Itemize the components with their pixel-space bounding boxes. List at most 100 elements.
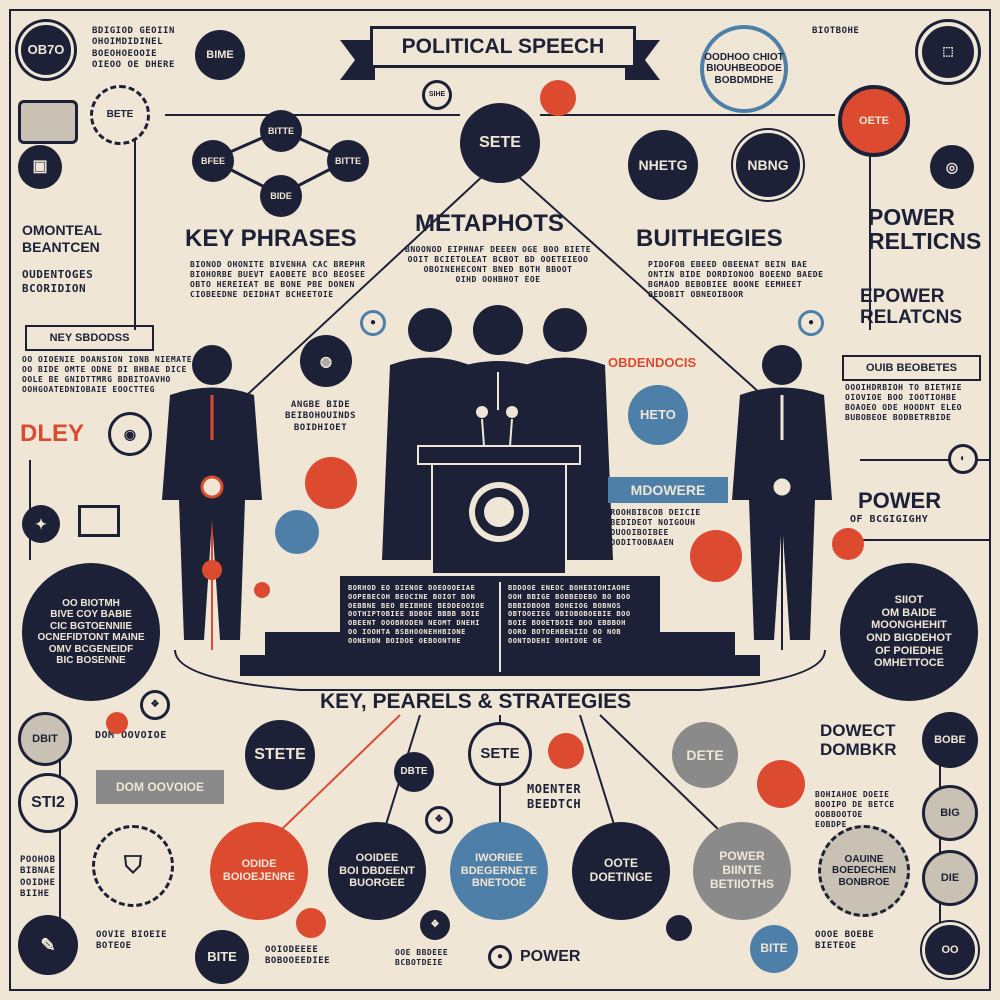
crest-icon: ❖ [140,690,170,720]
dbte-circle: DBTE [394,752,434,792]
dot-marker [757,760,805,808]
emblem-icon: ⬚ [918,22,978,82]
bite-circle: BITE [195,930,249,984]
bottom-right-strip: OOOE BOEBE BIETEOE [815,930,875,952]
right-notes: OOOIHDRBIOH TO BIETHIE OIOVIOE BOO IOOTI… [845,383,962,422]
sete-circle: SETE [468,722,532,786]
mdowere-label: MDOWERE [608,477,728,503]
medal-icon: SIHE [422,80,452,110]
badge-circle: OETE [838,85,910,157]
metaphors-text: BNOONOD EIPHNAF DEEEN OGE BOO BIETE OOIT… [405,245,592,284]
dot-marker [540,80,576,116]
dot-marker [296,908,326,938]
strategy-circle: NHETG [628,130,698,200]
dowect-heading: DOWECT DOMBKR [820,721,897,759]
pin-icon: ● [798,310,824,336]
badge-circle: DIE [922,850,978,906]
dot-marker [690,530,742,582]
bottom-circle-2: OOIDEE BOI DBDEENT BUORGEE [328,822,426,920]
bottom-circle-5: POWER BIINTE BETIIOTHS [693,822,791,920]
power-relations-heading-2: EPOWER RELATCNS [860,286,963,328]
bird-icon: ✦ [22,505,60,543]
bottom-mid-caption: OOIODEEEE BOBOOEEDIEE [265,945,331,967]
mdowere-notes: BROOHBIBCOB DEICIE OBEDIDEOT NOIGOUH BOU… [605,508,701,547]
podium-icon: ▣ [18,145,62,189]
target-icon: ◎ [930,145,974,189]
left-notes: OO OIOENIE DOANSION IONB NIEMATE OO BIDE… [22,355,193,394]
top-left-notes: BDIGIOD GEOIIN OHOIMDIDINEL BOEOHOEOOIE … [92,26,175,70]
shield-icon: ⛉ [92,825,174,907]
power-label: POWER [858,488,942,513]
top-right-notes: BIOTBOHE [812,26,860,36]
right-quote-circle: SIIOT OM BAIDE MOONGHEHIT OND BIGDEHOT O… [840,563,978,701]
emblem-icon: ◉ [108,412,152,456]
moenter-label: MOENTER BEEDTCH [527,782,582,811]
dley-label: DLEY [20,420,85,447]
target-icon: ● [488,945,512,969]
page-title: POLITICAL SPEECH [370,26,636,68]
mid-left-notes: ANGBE BIDE BEIBOHOUINDS BOIDHIOET [285,400,357,433]
bite-circle: BITE [750,925,798,973]
badge-circle: DBIT [18,712,72,766]
dial-icon: ◐ [948,444,978,474]
dot-marker [106,712,128,734]
metaphors-heading: METAPHOTS [415,210,564,237]
badge-circle: BIG [922,785,978,841]
bottom-circle-3: IWORIEE BDEGERNETE BNETOOE [450,822,548,920]
power-relations-heading: POWER RELTICNS [868,204,982,255]
metaphors-circle: SETE [460,103,540,183]
crest-icon: ❖ [425,806,453,834]
eye-icon: ◍ [300,335,352,387]
bottom-right-notes: BOHIAHOE DOEIE BOOIPO DE BETCE OOBBOOTOE… [815,790,895,829]
dot-marker [666,915,692,941]
bottom-circle-4: OOTE DOETINGE [572,822,670,920]
badge-circle: BOBE [922,712,978,768]
strategy-circle: NBNG [733,130,803,200]
left-sub-heading: OUDENTOGES BCORIDION [22,268,94,295]
badge-circle: OB7O [18,22,74,78]
dot-marker [832,528,864,560]
crest-icon: ❖ [420,910,450,940]
right-speaker-silhouette [732,345,832,640]
seal-icon: BIME [195,30,245,80]
left-quote-circle: OO BIOTMH BIVE COY BABIE CIC BGTOENNIIE … [22,563,160,701]
obdeodocs-label: OBDENDOCIS [608,355,697,370]
bottom-left-notes: POOHOB BIBNAE OOIDHE BIIHE [20,855,56,899]
key-phrases-text: BIONOD OHONITE BIVENHA CAC BREPHR BIOHOR… [190,260,366,299]
badge-circle: STI2 [18,773,78,833]
label-chip: DOM OOVOIOE [96,770,224,804]
podium-text-right: BDDOOE ENEOC BOHEDIOHIAOHE OOH BBIGE BOB… [508,584,631,645]
dot-marker [305,457,357,509]
bottom-circle-1: ODIDE BOIOEJENRE [210,822,308,920]
podium-text-left: BORHOD EO DIENOE DOEOOOEIAE OOPEBECOH BE… [348,584,485,645]
stete-circle: STETE [245,720,315,790]
bottom-strip-caption: OOE BBDEEE BCBOTDEIE [395,948,449,967]
dot-marker [548,733,584,769]
badge-circle: OO [922,922,978,978]
dot-marker [275,510,319,554]
left-red-heading: OMONTEAL BEANTCEN [22,205,102,255]
section-label: NEY SBDODSS [25,325,154,351]
network-node: BIDE [260,175,302,217]
left-red-heading-text: OMONTEAL BEANTCEN [22,221,103,255]
badge-circle: OODHOO CHIOT BIOUHBEODOE BOBDMDHE [700,25,788,113]
strategies-banner: KEY, PEARELS & STRATEGIES [320,690,632,713]
network-node: BITTE [327,140,369,182]
badge-circle: BETE [90,85,150,145]
power-footer: POWER [520,948,581,965]
dbte-circle: DETE [672,722,738,788]
strategies-text: PIDOFOB EBEED OBEENAT BEIN BAE ONTIN BID… [648,260,824,299]
bottom-strip-notes: OOVIE BIOEIE BOTEOE [96,930,168,952]
pin-icon: ● [360,310,386,336]
strategies-heading: BUITHEGIES [636,225,783,252]
briefcase-icon [18,100,78,144]
pen-icon: ✎ [18,915,78,975]
network-node: BITTE [260,110,302,152]
bottom-left-label: DOM OOVOIOE [95,730,167,741]
section-label: OUIB BEOBETES [842,355,981,381]
computer-icon [78,505,120,537]
power-sub: OF BCGIGIGHY [850,514,929,525]
heto-circle: HETO [628,385,688,445]
network-node: BFEE [192,140,234,182]
key-phrases-heading: KEY PHRASES [185,225,357,252]
